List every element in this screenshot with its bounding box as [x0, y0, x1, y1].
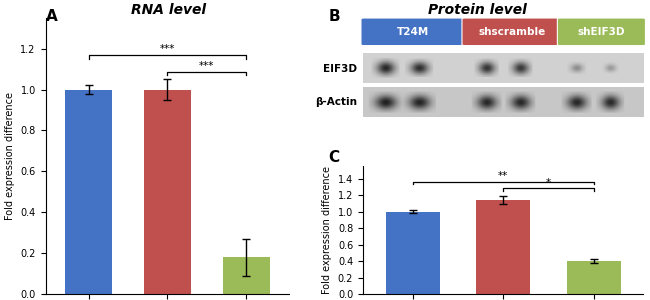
FancyBboxPatch shape — [361, 18, 466, 46]
Text: *: * — [546, 178, 551, 188]
Bar — [65, 90, 112, 294]
Text: shEIF3D: shEIF3D — [578, 27, 625, 37]
Bar — [567, 261, 621, 294]
Text: RNA level: RNA level — [131, 3, 207, 17]
Y-axis label: Fold expression difference: Fold expression difference — [5, 92, 15, 220]
Text: ***: *** — [199, 61, 215, 70]
FancyBboxPatch shape — [462, 18, 562, 46]
Text: T24M: T24M — [397, 27, 430, 37]
Y-axis label: Fold expression difference: Fold expression difference — [322, 166, 332, 294]
Bar — [222, 257, 270, 294]
Bar — [476, 200, 530, 294]
Text: Protein level: Protein level — [428, 3, 527, 17]
Bar — [385, 212, 440, 294]
Text: A: A — [46, 9, 57, 24]
Text: β-Actin: β-Actin — [315, 97, 358, 107]
Text: **: ** — [498, 171, 508, 181]
Text: C: C — [328, 150, 339, 165]
FancyBboxPatch shape — [557, 18, 645, 46]
Text: ***: *** — [160, 44, 176, 54]
Text: B: B — [328, 9, 340, 24]
Text: shscramble: shscramble — [478, 27, 545, 37]
Text: EIF3D: EIF3D — [323, 64, 358, 74]
Bar — [144, 90, 191, 294]
